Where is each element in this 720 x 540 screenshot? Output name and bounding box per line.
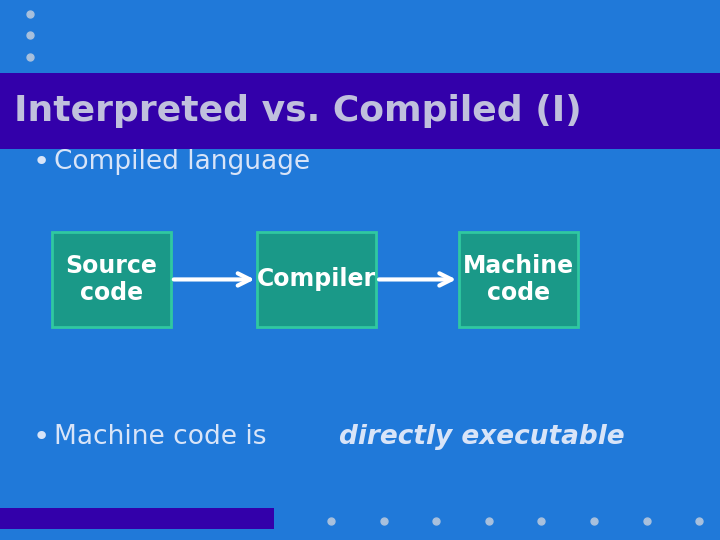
FancyBboxPatch shape — [459, 232, 577, 327]
Text: Machine code is: Machine code is — [54, 424, 275, 450]
Text: Interpreted vs. Compiled (I): Interpreted vs. Compiled (I) — [14, 94, 582, 127]
Text: Source
code: Source code — [66, 254, 158, 305]
FancyBboxPatch shape — [0, 73, 720, 148]
FancyBboxPatch shape — [258, 232, 376, 327]
Text: Compiled language: Compiled language — [54, 149, 310, 175]
Text: Machine
code: Machine code — [463, 254, 574, 305]
FancyBboxPatch shape — [0, 508, 274, 529]
Text: •: • — [32, 423, 50, 451]
Text: Compiler: Compiler — [257, 267, 377, 292]
Text: directly executable: directly executable — [339, 424, 625, 450]
FancyBboxPatch shape — [52, 232, 171, 327]
Text: •: • — [32, 148, 50, 176]
